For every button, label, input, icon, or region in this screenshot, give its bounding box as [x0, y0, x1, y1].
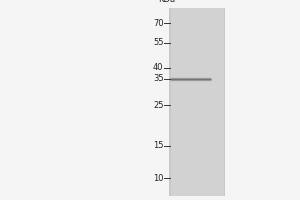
Text: 70: 70: [153, 19, 164, 28]
Text: KDa: KDa: [158, 0, 175, 4]
Text: 25: 25: [153, 101, 164, 110]
Text: 15: 15: [153, 141, 164, 150]
Text: 10: 10: [153, 174, 164, 183]
Text: 40: 40: [153, 63, 164, 72]
Text: 35: 35: [153, 74, 164, 83]
Text: 55: 55: [153, 38, 164, 47]
